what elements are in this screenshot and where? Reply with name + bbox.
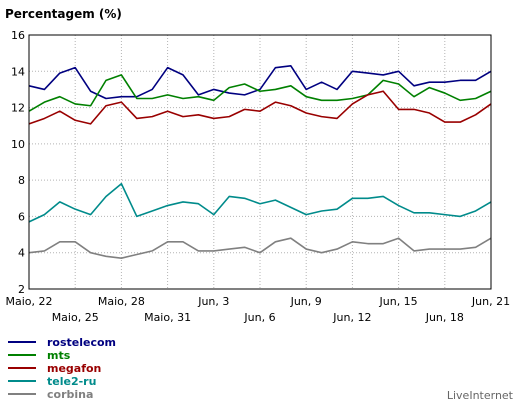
legend-label-rostelecom: rostelecom xyxy=(47,336,116,349)
x-tick-label: Maio, 28 xyxy=(98,295,145,308)
series-line-mts xyxy=(28,74,492,112)
y-tick-label: 10 xyxy=(11,138,25,151)
plot-frame xyxy=(28,34,492,290)
x-tick-label: Jun, 6 xyxy=(243,311,275,324)
y-tick-label: 2 xyxy=(18,283,25,296)
y-tick-label: 4 xyxy=(18,247,25,260)
y-tick-label: 12 xyxy=(11,102,25,115)
x-tick-label: Jun, 18 xyxy=(425,311,464,324)
series-line-corbina xyxy=(28,237,492,259)
x-tick-label: Jun, 3 xyxy=(197,295,229,308)
x-tick-label: Jun, 12 xyxy=(332,311,371,324)
legend-label-tele2-ru: tele2-ru xyxy=(47,375,96,388)
x-tick-label: Jun, 15 xyxy=(379,295,418,308)
y-tick-label: 14 xyxy=(11,65,25,78)
x-tick-label: Jun, 9 xyxy=(290,295,322,308)
axis-ticks: 2 4 6 8 10 12 14 16 Maio, 22 Maio, 28 Jun, 3 Jun, 9… xyxy=(5,29,510,324)
legend-label-corbina: corbina xyxy=(47,388,93,401)
x-tick-label: Maio, 31 xyxy=(144,311,191,324)
x-tick-label: Maio, 25 xyxy=(52,311,99,324)
x-tick-label: Maio, 22 xyxy=(5,295,52,308)
y-tick-label: 6 xyxy=(18,210,25,223)
series-line-rostelecom xyxy=(28,65,492,100)
x-tick-label: Jun, 21 xyxy=(471,295,510,308)
legend-label-megafon: megafon xyxy=(47,362,101,375)
y-tick-label: 8 xyxy=(18,174,25,187)
brand-label: LiveInternet xyxy=(447,389,514,402)
y-tick-label: 16 xyxy=(11,29,25,42)
series-line-megafon xyxy=(28,90,492,125)
series-line-tele2-ru xyxy=(28,182,492,223)
chart-title: Percentagem (%) xyxy=(5,7,122,21)
legend-label-mts: mts xyxy=(47,349,71,362)
grid xyxy=(29,35,491,289)
series-lines xyxy=(28,65,492,259)
